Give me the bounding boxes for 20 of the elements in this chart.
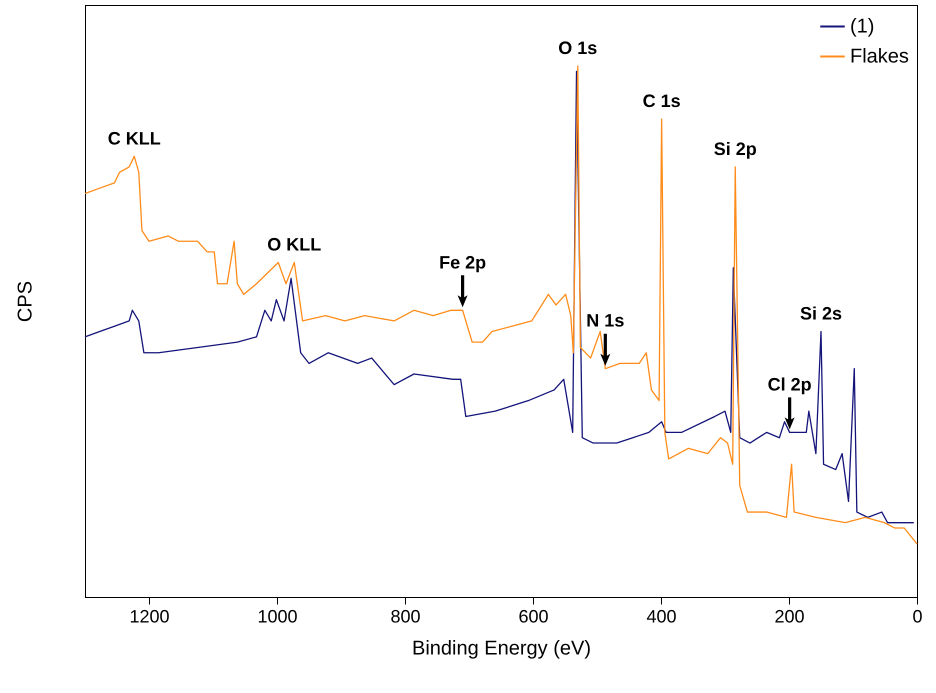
x-tick-label: 200	[774, 606, 805, 626]
legend-label: Flakes	[850, 46, 909, 68]
x-tick-label: 800	[390, 606, 421, 626]
x-tick-label: 0	[912, 606, 923, 626]
annotation: Si 2s	[800, 304, 842, 324]
x-tick-label: 1000	[257, 606, 298, 626]
legend-label: (1)	[850, 16, 874, 38]
y-axis-title: CPS	[14, 280, 36, 322]
annotation: Si 2p	[714, 138, 757, 159]
annotation: O KLL	[267, 234, 322, 255]
x-tick-label: 1200	[129, 606, 170, 626]
annotation: N 1s	[586, 310, 624, 331]
annotation: Cl 2p	[768, 374, 812, 394]
annotation: O 1s	[558, 38, 598, 58]
x-axis-title: Binding Energy (eV)	[412, 638, 591, 660]
annotation: C 1s	[642, 91, 681, 112]
annotation: Fe 2p	[439, 252, 486, 272]
x-tick-label: 400	[646, 606, 677, 626]
x-tick-label: 600	[518, 606, 549, 626]
annotation: C KLL	[108, 128, 161, 148]
